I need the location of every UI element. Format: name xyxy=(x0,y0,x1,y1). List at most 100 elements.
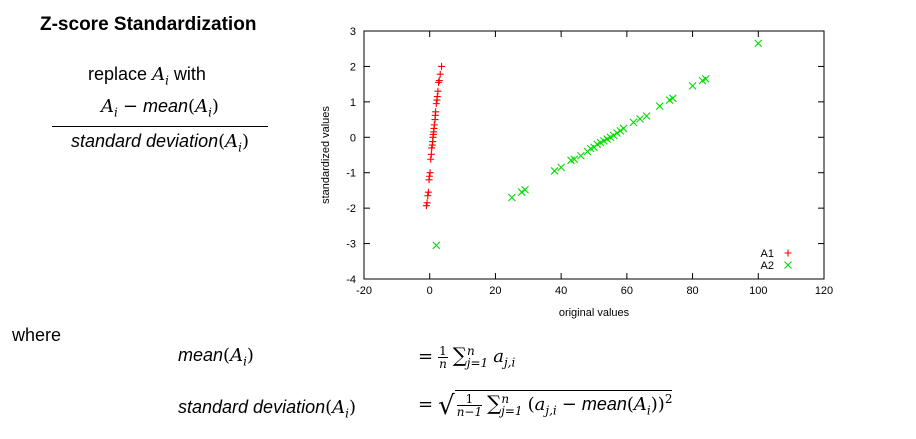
subscript-i: i xyxy=(208,105,212,120)
x-tick-label: -20 xyxy=(356,285,372,297)
rparen: ) xyxy=(348,397,357,418)
mean-label: mean xyxy=(143,96,189,116)
std-dev-label: standard deviation xyxy=(178,397,326,417)
data-point-a2 xyxy=(636,114,644,123)
square-exponent: 2 xyxy=(664,392,673,406)
y-tick-label: 0 xyxy=(350,132,356,144)
frac-den: n xyxy=(439,356,447,371)
subscript-i: i xyxy=(243,354,247,369)
data-point-a1 xyxy=(424,192,432,200)
rparen: ) xyxy=(657,394,665,415)
mean-label: mean xyxy=(581,394,627,414)
data-point-a2 xyxy=(701,74,710,83)
lparen: ( xyxy=(626,394,634,415)
sum-lower: j=1 xyxy=(501,403,523,418)
sum-lower: j=1 xyxy=(466,355,489,370)
variable-a: A xyxy=(332,397,346,418)
rparen: ) xyxy=(211,96,219,117)
x-tick-label: 0 xyxy=(427,285,433,297)
subscript-i: i xyxy=(114,105,118,120)
x-tick-label: 100 xyxy=(749,285,767,297)
std-dev-label: standard deviation xyxy=(70,130,219,151)
y-tick-label: 3 xyxy=(350,26,356,38)
data-point-a1 xyxy=(426,169,434,177)
data-point-a1 xyxy=(432,100,440,108)
data-point-a1 xyxy=(433,93,441,101)
data-point-a1 xyxy=(435,78,443,86)
sum-sign: ∑ xyxy=(452,343,468,367)
subscript-i: i xyxy=(646,403,651,418)
y-axis-label: standardized values xyxy=(320,106,332,204)
variable-a: A xyxy=(225,130,239,152)
lparen: ( xyxy=(188,96,196,117)
data-point-a2 xyxy=(655,102,664,110)
fraction-bar xyxy=(52,125,268,127)
data-point-a2 xyxy=(642,112,651,120)
data-point-a2 xyxy=(432,241,441,250)
variable-a: A xyxy=(101,96,115,117)
variable-a: A xyxy=(633,394,647,415)
std-def-rhs: = √ 1 n−1 ∑nj=1 (aj,i − mean(Ai))2 xyxy=(418,390,673,421)
term-sub: j,i xyxy=(545,403,557,418)
lparen: ( xyxy=(223,345,231,366)
data-point-a1 xyxy=(427,155,435,163)
sum-upper: n xyxy=(501,392,510,406)
minus-sign: − xyxy=(561,394,577,415)
subscript-i: i xyxy=(345,406,349,421)
zscore-fraction: Ai − mean(Ai) standard deviation(Ai) xyxy=(52,96,268,154)
x-tick-label: 120 xyxy=(815,285,833,297)
fraction-numerator: Ai − mean(Ai) xyxy=(52,96,268,124)
data-point-a1 xyxy=(432,108,440,116)
lparen: ( xyxy=(325,397,333,418)
one-over-n-minus-1: 1 n−1 xyxy=(456,393,483,418)
data-point-a2 xyxy=(570,155,579,164)
y-tick-label: 1 xyxy=(350,97,356,109)
lparen: ( xyxy=(218,130,226,152)
y-tick-label: -4 xyxy=(346,274,356,286)
fraction-denominator: standard deviation(Ai) xyxy=(52,131,268,155)
data-point-a2 xyxy=(688,82,697,90)
replace-word: replace xyxy=(88,64,148,84)
frac-num: 1 xyxy=(456,393,483,406)
minus-sign: − xyxy=(122,96,138,117)
rparen: ) xyxy=(650,394,658,415)
data-point-a2 xyxy=(754,39,763,48)
data-point-a2 xyxy=(619,124,628,133)
data-point-a1 xyxy=(434,87,442,95)
radicand: 1 n−1 ∑nj=1 (aj,i − mean(Ai))2 xyxy=(454,390,673,418)
data-point-a1 xyxy=(430,121,438,129)
data-point-a1 xyxy=(435,77,443,85)
y-tick-label: -1 xyxy=(346,168,356,180)
replace-statement: replace Ai with xyxy=(88,64,206,88)
data-point-a2 xyxy=(507,193,516,202)
rparen: ) xyxy=(246,345,254,366)
data-point-a2 xyxy=(576,151,585,160)
legend-label-a1: A1 xyxy=(761,248,774,260)
x-axis-label: original values xyxy=(559,307,630,319)
data-point-a2 xyxy=(609,131,618,140)
variable-a: A xyxy=(230,345,244,366)
y-tick-label: -2 xyxy=(346,203,356,215)
data-point-a1 xyxy=(423,199,431,207)
page-title: Z-score Standardization xyxy=(40,14,257,35)
variable-a: A xyxy=(195,96,209,117)
data-point-a2 xyxy=(517,188,526,197)
term-a: a xyxy=(493,346,504,367)
x-tick-label: 40 xyxy=(555,285,567,297)
term-sub: j,i xyxy=(503,355,516,370)
data-point-a1 xyxy=(436,70,444,78)
data-point-a1 xyxy=(438,62,446,70)
x-tick-label: 80 xyxy=(686,285,698,297)
mean-label: mean xyxy=(178,345,224,365)
legend-marker-a1 xyxy=(784,249,792,257)
term-a: a xyxy=(534,394,546,415)
data-point-a2 xyxy=(521,185,529,194)
y-tick-label: -3 xyxy=(346,239,356,251)
legend-marker-a2 xyxy=(784,261,792,269)
x-tick-label: 20 xyxy=(489,285,501,297)
equals-sign: = xyxy=(418,394,434,415)
variable-a: A xyxy=(152,64,166,85)
where-label: where xyxy=(12,325,62,345)
lparen: ( xyxy=(527,394,535,415)
